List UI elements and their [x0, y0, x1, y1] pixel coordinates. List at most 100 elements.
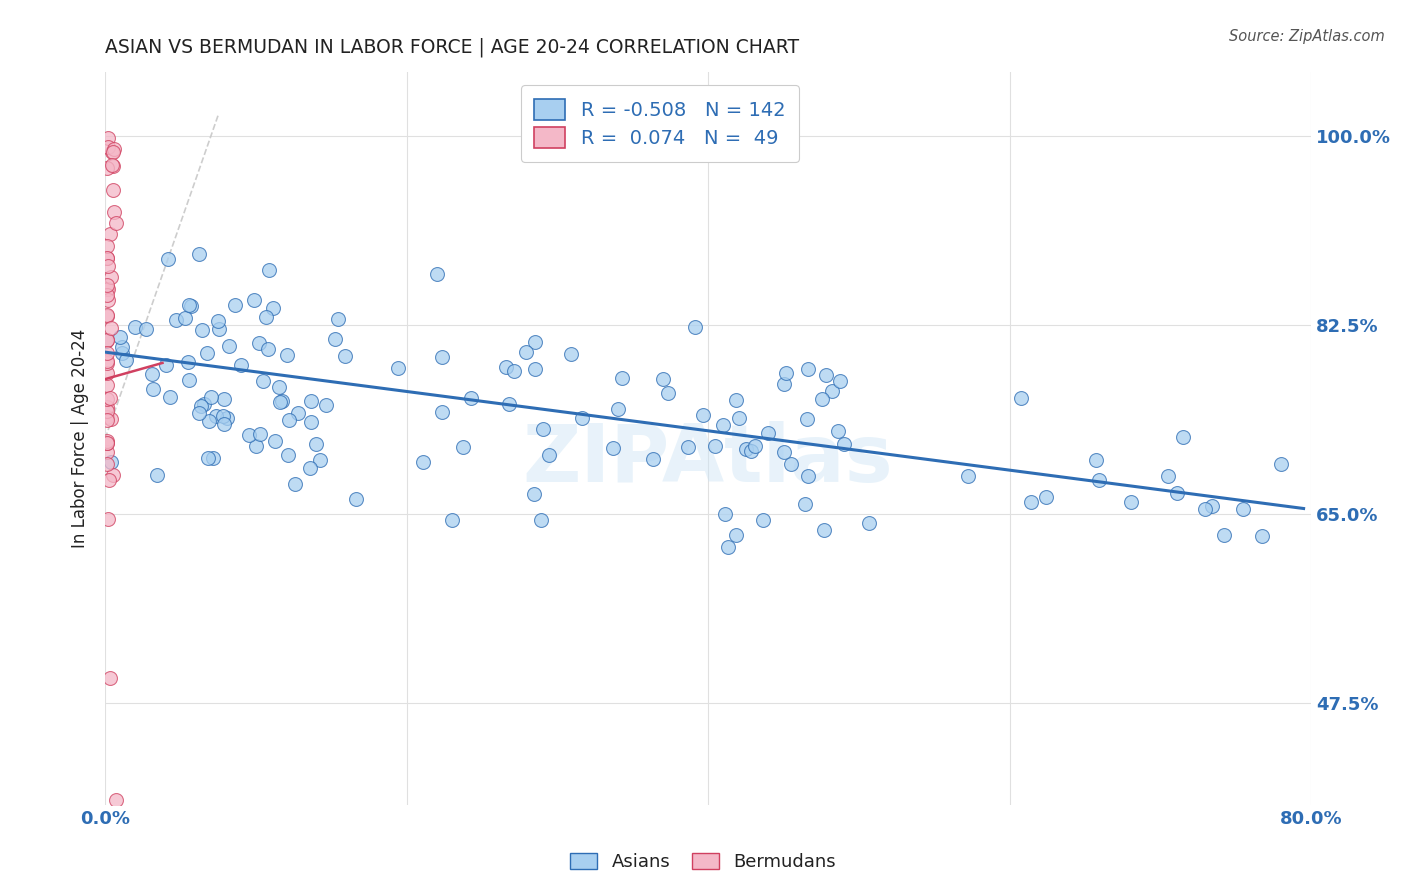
Point — [96, 161, 118, 176]
Point — [96, 282, 118, 296]
Point — [202, 450, 225, 465]
Point — [100, 454, 122, 468]
Point — [142, 383, 165, 397]
Point — [165, 313, 187, 327]
Point — [218, 339, 240, 353]
Point — [531, 422, 554, 436]
Point — [740, 443, 762, 458]
Point — [1166, 485, 1188, 500]
Point — [243, 293, 266, 308]
Point — [96, 288, 118, 302]
Point — [703, 439, 725, 453]
Point — [315, 398, 337, 412]
Point — [97, 131, 120, 145]
Point — [96, 400, 118, 414]
Point — [794, 497, 817, 511]
Point — [96, 333, 118, 347]
Point — [828, 375, 851, 389]
Point — [257, 343, 280, 357]
Point — [1201, 500, 1223, 514]
Point — [451, 441, 474, 455]
Point — [98, 227, 121, 241]
Point — [101, 159, 124, 173]
Point — [247, 336, 270, 351]
Y-axis label: In Labor Force | Age 20-24: In Labor Force | Age 20-24 — [72, 329, 89, 548]
Point — [284, 476, 307, 491]
Point — [756, 425, 779, 440]
Point — [108, 330, 131, 344]
Point — [190, 399, 212, 413]
Point — [267, 379, 290, 393]
Legend: Asians, Bermudans: Asians, Bermudans — [562, 846, 844, 879]
Point — [651, 372, 673, 386]
Text: ZIPAtlas: ZIPAtlas — [523, 421, 894, 500]
Point — [1084, 452, 1107, 467]
Point — [101, 145, 124, 159]
Point — [333, 349, 356, 363]
Point — [177, 355, 200, 369]
Point — [744, 439, 766, 453]
Point — [309, 453, 332, 467]
Point — [97, 293, 120, 307]
Point — [245, 439, 267, 453]
Point — [832, 437, 855, 451]
Point — [104, 793, 127, 807]
Point — [683, 320, 706, 334]
Point — [277, 448, 299, 462]
Point — [440, 513, 463, 527]
Point — [1212, 528, 1234, 542]
Point — [96, 346, 118, 360]
Point — [146, 467, 169, 482]
Point — [111, 346, 134, 360]
Point — [98, 671, 121, 685]
Point — [212, 417, 235, 431]
Point — [94, 334, 117, 348]
Point — [198, 414, 221, 428]
Point — [96, 434, 118, 448]
Point — [714, 507, 737, 521]
Point — [96, 353, 118, 368]
Point — [1194, 501, 1216, 516]
Point — [717, 541, 740, 555]
Point — [537, 448, 560, 462]
Point — [1171, 430, 1194, 444]
Point — [249, 427, 271, 442]
Point — [1250, 529, 1272, 543]
Point — [97, 512, 120, 526]
Point — [156, 252, 179, 266]
Point — [821, 384, 844, 399]
Point — [602, 441, 624, 455]
Point — [725, 393, 748, 408]
Point — [571, 411, 593, 425]
Point — [188, 406, 211, 420]
Point — [772, 377, 794, 392]
Text: ASIAN VS BERMUDAN IN LABOR FORCE | AGE 20-24 CORRELATION CHART: ASIAN VS BERMUDAN IN LABOR FORCE | AGE 2… — [105, 37, 800, 57]
Point — [254, 310, 277, 324]
Point — [813, 524, 835, 538]
Point — [96, 251, 118, 265]
Point — [827, 424, 849, 438]
Point — [1010, 391, 1032, 405]
Point — [197, 346, 219, 360]
Point — [678, 440, 700, 454]
Point — [96, 378, 118, 392]
Point — [207, 314, 229, 328]
Point — [101, 467, 124, 482]
Point — [96, 413, 118, 427]
Point — [155, 358, 177, 372]
Point — [797, 469, 820, 483]
Point — [956, 469, 979, 483]
Point — [530, 513, 553, 527]
Point — [498, 397, 520, 411]
Point — [101, 183, 124, 197]
Point — [1021, 495, 1043, 509]
Point — [711, 418, 734, 433]
Point — [515, 345, 537, 359]
Point — [299, 393, 322, 408]
Point — [97, 259, 120, 273]
Point — [523, 487, 546, 501]
Point — [495, 360, 517, 375]
Point — [97, 140, 120, 154]
Point — [103, 143, 125, 157]
Point — [735, 442, 758, 456]
